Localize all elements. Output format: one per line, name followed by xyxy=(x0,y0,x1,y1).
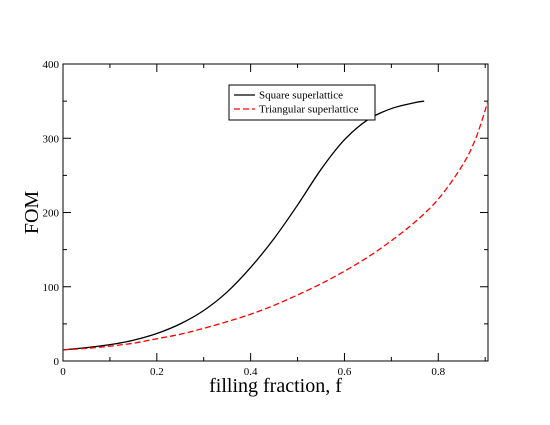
y-tick-label: 200 xyxy=(43,208,60,220)
series-line-triangular xyxy=(62,100,489,351)
series-line-square xyxy=(62,100,425,351)
x-tick-label: 0.2 xyxy=(150,366,164,378)
x-tick-label: 0.8 xyxy=(431,366,445,378)
axis-ticks xyxy=(62,63,488,362)
series-layer xyxy=(62,100,489,351)
y-tick-label: 0 xyxy=(54,356,60,368)
x-tick-label: 0.6 xyxy=(338,366,352,378)
x-axis-label: filling fraction, f xyxy=(209,375,342,397)
y-tick-label: 400 xyxy=(43,59,60,71)
y-tick-label: 300 xyxy=(43,133,60,145)
axis-tick-labels: 0 0.2 0.4 0.6 0.8 0 100 200 300 400 xyxy=(43,59,446,378)
legend-label-square: Square superlattice xyxy=(259,90,343,102)
y-axis-label: FOM xyxy=(21,191,43,235)
legend: Square superlattice Triangular superlatt… xyxy=(228,84,376,121)
y-tick-label: 100 xyxy=(43,282,60,294)
legend-label-triangular: Triangular superlattice xyxy=(259,104,359,116)
x-tick-label: 0.4 xyxy=(244,366,258,378)
legend-box xyxy=(228,84,376,121)
x-tick-label: 0 xyxy=(60,366,66,378)
